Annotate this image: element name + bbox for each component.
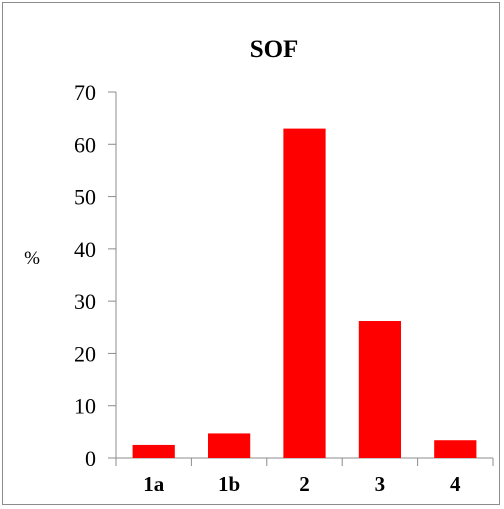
bars bbox=[132, 128, 477, 458]
category-labels: 1a 1b 2 3 4 bbox=[143, 472, 461, 496]
y-tick-label: 60 bbox=[74, 132, 96, 157]
y-tick-label: 30 bbox=[74, 289, 96, 314]
x-ticks bbox=[115, 458, 494, 466]
y-axis-label: % bbox=[24, 248, 40, 269]
y-tick-label: 10 bbox=[74, 394, 96, 419]
bar-2 bbox=[283, 128, 326, 458]
category-label: 4 bbox=[450, 472, 461, 496]
category-label: 1b bbox=[218, 472, 240, 496]
chart-frame bbox=[2, 2, 500, 505]
bar-1a bbox=[132, 444, 175, 458]
y-ticks: 0 10 20 30 40 50 60 70 bbox=[74, 80, 116, 471]
bar-4 bbox=[434, 440, 477, 458]
y-tick-label: 0 bbox=[85, 446, 96, 471]
category-label: 3 bbox=[375, 472, 386, 496]
category-label: 1a bbox=[143, 472, 165, 496]
y-tick-label: 70 bbox=[74, 80, 96, 105]
bar-3 bbox=[358, 321, 402, 458]
chart-title: SOF bbox=[250, 36, 299, 63]
bar-1b bbox=[207, 433, 251, 458]
category-label: 2 bbox=[299, 472, 310, 496]
y-tick-label: 50 bbox=[74, 185, 96, 210]
y-tick-label: 20 bbox=[74, 341, 96, 366]
y-tick-label: 40 bbox=[74, 237, 96, 262]
